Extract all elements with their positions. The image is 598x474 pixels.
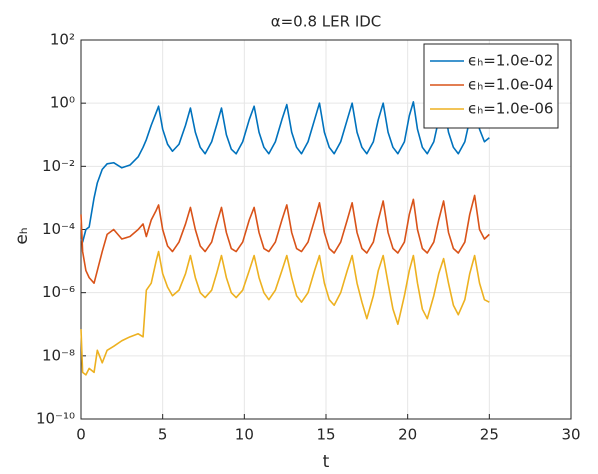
y-tick-label: 10⁻⁶	[42, 283, 75, 301]
x-tick-label: 25	[480, 426, 499, 444]
legend-box	[423, 43, 559, 129]
x-tick-label: 5	[158, 426, 168, 444]
series-line	[80, 194, 490, 284]
y-tick-label: 10⁻¹⁰	[36, 410, 75, 428]
chart-title: α=0.8 LER IDC	[271, 13, 382, 31]
legend-label: ϵₕ=1.0e-02	[468, 52, 553, 70]
legend-label: ϵₕ=1.0e-04	[468, 76, 553, 94]
y-axis-label: eₕ	[12, 227, 32, 244]
x-tick-label: 20	[398, 426, 417, 444]
series-line	[80, 250, 490, 376]
legend-label: ϵₕ=1.0e-06	[468, 100, 553, 118]
y-tick-label: 10⁰	[50, 94, 75, 112]
x-tick-label: 30	[561, 426, 580, 444]
x-tick-label: 15	[316, 426, 335, 444]
y-tick-label: 10⁻⁴	[42, 220, 75, 238]
x-axis-label: t	[323, 452, 330, 472]
x-tick-label: 10	[235, 426, 254, 444]
y-tick-label: 10⁻²	[42, 157, 75, 175]
y-tick-label: 10⁻⁸	[42, 346, 75, 364]
x-tick-label: 0	[76, 426, 86, 444]
series-line	[80, 101, 490, 243]
y-tick-label: 10²	[50, 31, 75, 49]
